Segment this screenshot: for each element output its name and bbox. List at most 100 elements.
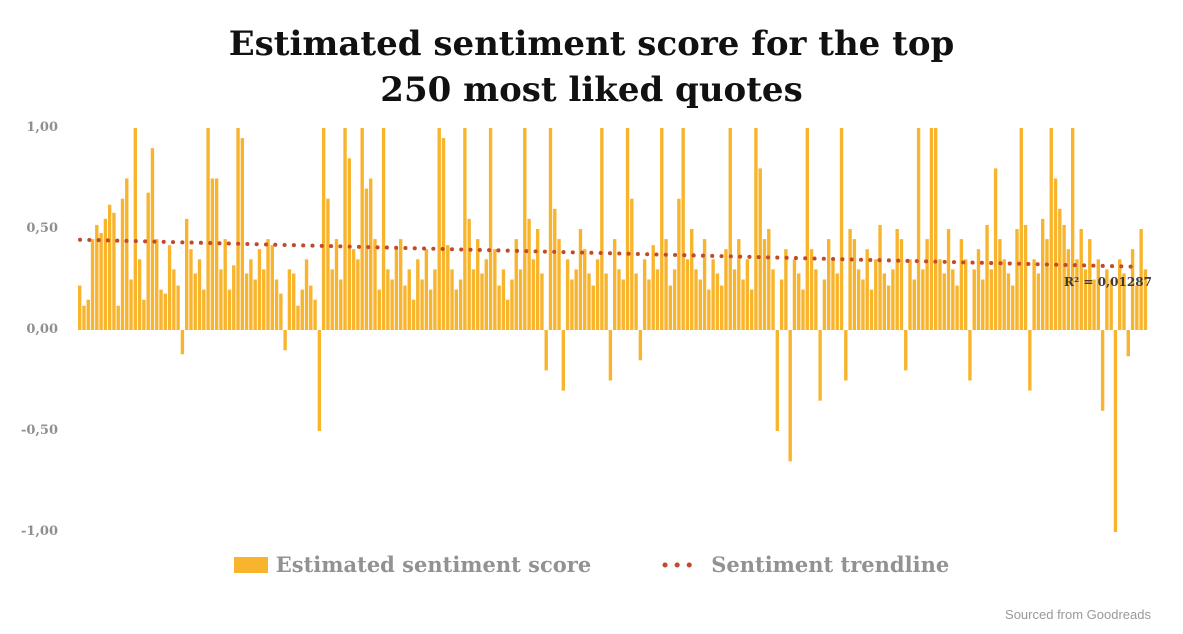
sentiment-bar — [690, 229, 694, 330]
sentiment-bar — [694, 269, 698, 330]
sentiment-bar — [702, 239, 707, 330]
sentiment-bar — [608, 330, 613, 381]
sentiment-bar — [1118, 259, 1122, 330]
sentiment-bar — [463, 128, 467, 330]
r-squared-annotation: R² = 0,01287 — [1064, 275, 1152, 289]
sentiment-bar — [1113, 330, 1118, 532]
sentiment-bar — [972, 269, 976, 330]
sentiment-bar — [818, 330, 822, 401]
sentiment-bar — [565, 259, 570, 330]
sentiment-bar — [749, 289, 754, 330]
sentiment-bar — [993, 168, 998, 330]
sentiment-bar — [548, 128, 553, 330]
sentiment-bar — [916, 128, 921, 330]
sentiment-bar — [116, 305, 120, 330]
sentiment-bar — [155, 239, 159, 330]
sentiment-bar — [1066, 249, 1071, 330]
sentiment-bar — [249, 259, 253, 330]
sentiment-bar — [480, 273, 484, 330]
sentiment-bar — [797, 273, 801, 330]
sentiment-bar — [339, 279, 343, 330]
sentiment-bar — [989, 269, 994, 330]
sentiment-bar — [1045, 239, 1049, 330]
sentiment-bar — [227, 289, 232, 330]
sentiment-bar — [206, 128, 210, 330]
sentiment-bar — [630, 198, 634, 330]
legend-item-trendline: Sentiment trendline — [661, 552, 949, 577]
sentiment-bar — [1058, 208, 1062, 330]
sentiment-bar — [1105, 269, 1109, 330]
sentiment-bar — [540, 273, 544, 330]
sentiment-bar — [861, 279, 865, 330]
sentiment-bar — [600, 128, 604, 330]
sentiment-bar — [1036, 273, 1041, 330]
sentiment-bar — [707, 289, 711, 330]
sentiment-bar — [407, 269, 411, 330]
sentiment-bar — [771, 269, 775, 330]
sentiment-bar — [189, 249, 193, 330]
sentiment-bar — [369, 178, 373, 330]
sentiment-bar — [724, 249, 728, 330]
sentiment-bar — [886, 285, 891, 330]
y-tick-label: 1,00 — [26, 120, 58, 135]
sentiment-bar — [553, 208, 557, 330]
sentiment-bar — [583, 249, 587, 330]
sentiment-bar — [908, 259, 912, 330]
sentiment-bar — [129, 279, 133, 330]
sentiment-bar — [655, 269, 660, 330]
sentiment-bar — [822, 279, 827, 330]
sentiment-bar — [839, 128, 844, 330]
sentiment-bar — [510, 279, 514, 330]
sentiment-bar — [587, 273, 591, 330]
sentiment-bar — [651, 245, 655, 330]
sentiment-bar — [741, 279, 745, 330]
source-note: Sourced from Goodreads — [1005, 607, 1151, 622]
sentiment-bar — [921, 269, 925, 330]
sentiment-bar — [1088, 239, 1092, 330]
sentiment-bar — [326, 198, 330, 330]
plot-area — [78, 125, 1148, 540]
sentiment-bar — [809, 249, 814, 330]
sentiment-bar — [266, 239, 270, 330]
sentiment-bar — [172, 269, 176, 330]
sentiment-bar — [501, 269, 506, 330]
sentiment-bar — [180, 330, 185, 355]
sentiment-bar — [929, 128, 934, 330]
sentiment-bar — [613, 239, 617, 330]
sentiment-bar — [1006, 273, 1011, 330]
sentiment-bar — [1019, 128, 1023, 330]
sentiment-bar — [535, 229, 540, 330]
sentiment-bar — [373, 239, 377, 330]
sentiment-bar — [904, 330, 908, 371]
sentiment-bar — [270, 245, 274, 330]
sentiment-bar — [146, 192, 150, 330]
sentiment-bar — [745, 259, 750, 330]
dotted-line-icon — [661, 561, 704, 569]
bar-swatch-icon — [233, 556, 268, 573]
sentiment-bar — [420, 279, 424, 330]
sentiment-bar — [951, 269, 955, 330]
sentiment-bar — [364, 188, 369, 330]
sentiment-bar — [642, 259, 647, 330]
sentiment-bar — [1109, 279, 1113, 330]
sentiment-bar — [625, 128, 630, 330]
sentiment-bar — [424, 249, 429, 330]
sentiment-bar — [1011, 285, 1015, 330]
legend: Estimated sentiment score Sentiment tren… — [0, 552, 1183, 577]
sentiment-bar — [844, 330, 848, 381]
sentiment-bar — [428, 289, 433, 330]
sentiment-bar — [309, 285, 313, 330]
sentiment-bar — [762, 239, 767, 330]
sentiment-bar — [801, 289, 805, 330]
sentiment-bar — [1023, 224, 1028, 330]
sentiment-bar — [1053, 178, 1058, 330]
sentiment-bar — [925, 239, 929, 330]
sentiment-bar — [197, 259, 202, 330]
sentiment-bar — [578, 229, 583, 330]
sentiment-bar — [356, 259, 360, 330]
sentiment-bar — [321, 128, 326, 330]
sentiment-bar — [758, 168, 762, 330]
sentiment-bar — [334, 239, 339, 330]
sentiment-bar — [403, 285, 407, 330]
sentiment-bar — [621, 279, 625, 330]
